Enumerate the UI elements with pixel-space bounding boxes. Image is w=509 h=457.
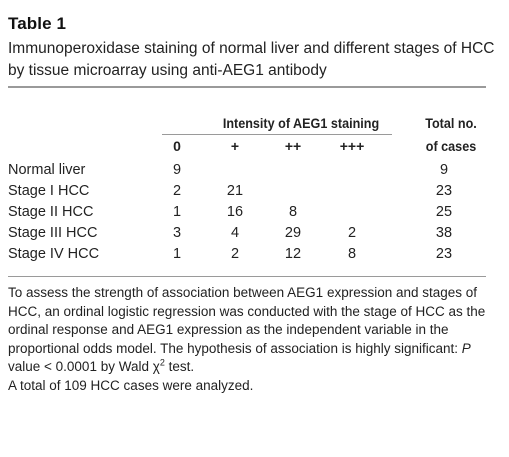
footnote-text-3: test. <box>164 359 195 374</box>
table-cell: 9 <box>172 162 182 178</box>
table-label: Table 1 <box>8 14 67 33</box>
table-cell: 8 <box>288 204 298 220</box>
table-cell-total: 25 <box>435 204 453 220</box>
table-cell-total: 23 <box>435 183 453 199</box>
table-cell: 8 <box>347 246 357 262</box>
table-cell: 1 <box>172 246 182 262</box>
table-cell: 4 <box>230 225 240 241</box>
row-label-normal-liver: Normal liver <box>8 162 86 178</box>
bottom-rule <box>8 276 486 277</box>
table-cell: 21 <box>226 183 244 199</box>
row-label-stage-iv: Stage IV HCC <box>8 246 100 262</box>
table-cell-total: 23 <box>435 246 453 262</box>
footnote-line-2: A total of 109 HCC cases were analyzed. <box>8 377 254 393</box>
footnote-text-1: To assess the strength of association be… <box>8 285 486 356</box>
total-header-line2: of cases <box>425 138 477 154</box>
table-cell: 2 <box>347 225 357 241</box>
footnote-superscript: 2 <box>159 357 165 368</box>
top-rule <box>8 86 486 88</box>
row-label-stage-i: Stage I HCC <box>8 183 90 199</box>
table-cell: 12 <box>284 246 302 262</box>
col-head-plus: + <box>230 138 240 154</box>
table-cell-total: 38 <box>435 225 453 241</box>
table-cell-total: 9 <box>439 162 449 178</box>
row-label-stage-iii: Stage III HCC <box>8 225 98 241</box>
footnote-p-symbol: P <box>461 340 471 356</box>
col-head-0: 0 <box>173 138 181 154</box>
footnote-text-2: value < 0.0001 by Wald χ <box>8 359 160 374</box>
table-footnote: To assess the strength of association be… <box>8 284 503 395</box>
total-header-line1: Total no. <box>425 115 477 131</box>
intensity-group-header: Intensity of AEG1 staining <box>222 115 380 131</box>
col-head-plusplusplus: +++ <box>339 138 365 154</box>
col-head-plusplus: ++ <box>284 138 302 154</box>
group-header-underline <box>162 134 392 135</box>
table-cell: 29 <box>284 225 302 241</box>
table-caption: Immunoperoxidase staining of normal live… <box>8 40 495 79</box>
table-cell: 2 <box>230 246 240 262</box>
table-cell: 1 <box>172 204 182 220</box>
table-cell: 3 <box>172 225 182 241</box>
row-label-stage-ii: Stage II HCC <box>8 204 94 220</box>
table-cell: 2 <box>172 183 182 199</box>
table-cell: 16 <box>226 204 244 220</box>
